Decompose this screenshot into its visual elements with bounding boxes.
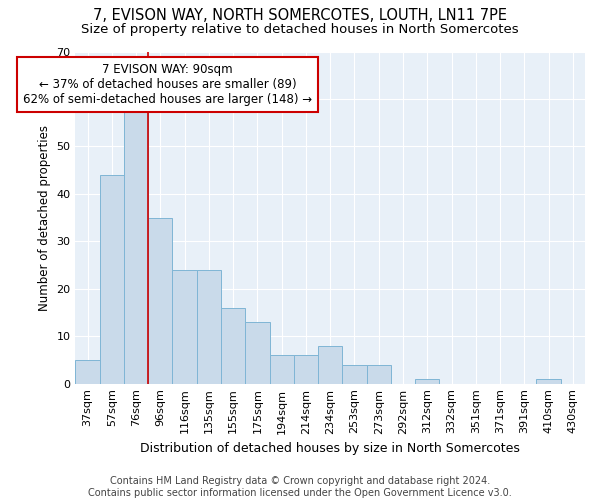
Y-axis label: Number of detached properties: Number of detached properties <box>38 124 51 310</box>
Bar <box>294 355 318 384</box>
Bar <box>221 308 245 384</box>
Text: Size of property relative to detached houses in North Somercotes: Size of property relative to detached ho… <box>81 22 519 36</box>
Bar <box>100 175 124 384</box>
Text: 7 EVISON WAY: 90sqm
← 37% of detached houses are smaller (89)
62% of semi-detach: 7 EVISON WAY: 90sqm ← 37% of detached ho… <box>23 64 312 106</box>
Bar <box>269 355 294 384</box>
Bar <box>172 270 197 384</box>
Bar <box>415 379 439 384</box>
Bar <box>148 218 172 384</box>
Bar <box>124 108 148 384</box>
Bar <box>343 364 367 384</box>
Text: 7, EVISON WAY, NORTH SOMERCOTES, LOUTH, LN11 7PE: 7, EVISON WAY, NORTH SOMERCOTES, LOUTH, … <box>93 8 507 22</box>
X-axis label: Distribution of detached houses by size in North Somercotes: Distribution of detached houses by size … <box>140 442 520 455</box>
Bar <box>245 322 269 384</box>
Bar <box>76 360 100 384</box>
Bar <box>318 346 343 384</box>
Text: Contains HM Land Registry data © Crown copyright and database right 2024.
Contai: Contains HM Land Registry data © Crown c… <box>88 476 512 498</box>
Bar <box>197 270 221 384</box>
Bar <box>367 364 391 384</box>
Bar <box>536 379 561 384</box>
